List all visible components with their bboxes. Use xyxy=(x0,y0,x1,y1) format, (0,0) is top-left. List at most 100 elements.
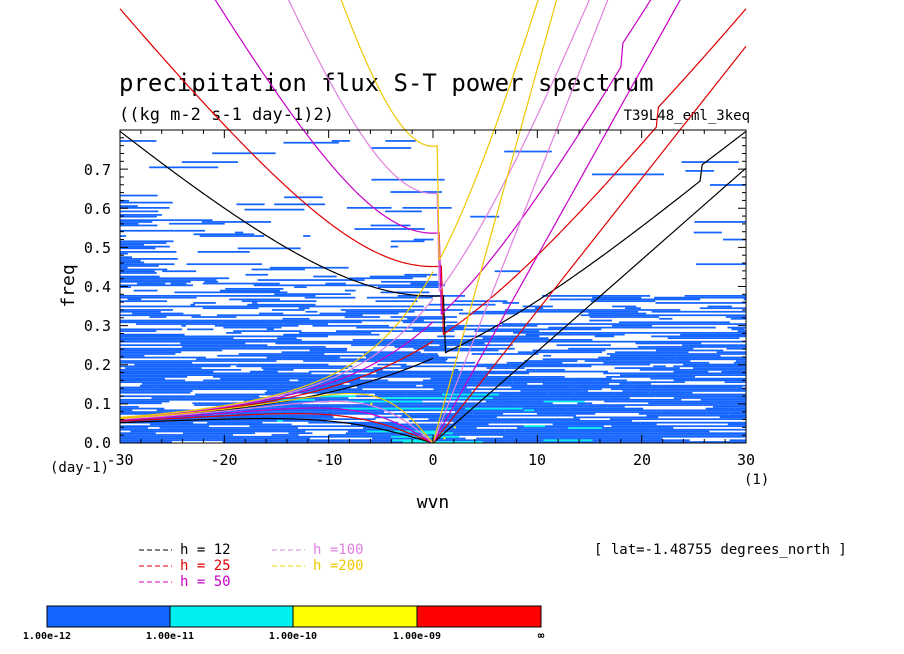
spectrum-cell xyxy=(721,384,746,387)
spectrum-cell xyxy=(696,263,746,266)
dispersion-curve-h200 xyxy=(432,0,558,444)
spectrum-cell xyxy=(319,312,364,315)
spectrum-cell xyxy=(452,344,465,347)
x-tick-label: 30 xyxy=(737,451,755,469)
spectrum-cell xyxy=(249,425,302,428)
spectrum-cell xyxy=(149,316,167,318)
spectrum-cell xyxy=(700,398,746,401)
spectrum-cell xyxy=(241,300,317,303)
spectrum-cell xyxy=(188,420,235,422)
spectrum-cell xyxy=(630,386,693,389)
spectrum-cell xyxy=(513,421,525,424)
y-unit-label: (day-1) xyxy=(50,460,109,476)
y-tick-label: 0.1 xyxy=(84,395,111,413)
spectrum-cell xyxy=(637,439,690,442)
spectrum-cell xyxy=(603,361,653,364)
spectrum-cell xyxy=(602,409,657,412)
spectrum-cell xyxy=(120,337,180,340)
spectrum-cell xyxy=(261,360,277,362)
spectrum-cell xyxy=(510,363,579,366)
dispersion-curve-h100 xyxy=(432,0,609,444)
spectrum-cell xyxy=(323,363,329,366)
spectrum-cell xyxy=(134,363,173,366)
spectrum-cell xyxy=(615,331,667,334)
y-tick-label: 0.4 xyxy=(84,278,111,296)
spectrum-cell xyxy=(294,286,307,288)
spectrum-cell xyxy=(706,411,746,413)
spectrum-cell xyxy=(120,261,145,264)
spectrum-cell xyxy=(504,402,553,405)
spectrum-cell xyxy=(426,353,438,355)
spectrum-cell xyxy=(476,363,481,366)
spectrum-cell xyxy=(301,425,312,428)
spectrum-cell xyxy=(563,418,581,421)
spectrum-cell xyxy=(181,346,257,348)
spectrum-cell xyxy=(212,416,278,419)
dispersion-curve-h12 xyxy=(432,167,747,444)
spectrum-cell xyxy=(693,231,722,234)
spectrum-cell xyxy=(659,317,673,320)
spectrum-cell xyxy=(288,432,313,435)
spectrum-cell xyxy=(270,407,288,410)
spectrum-cell xyxy=(246,428,311,431)
spectrum-cell xyxy=(602,421,641,424)
spectrum-cell xyxy=(120,277,182,280)
spectrum-cell xyxy=(150,390,193,392)
spectrum-cell xyxy=(298,391,336,394)
spectrum-cell xyxy=(344,289,356,292)
spectrum-cell xyxy=(127,298,142,301)
spectrum-cell xyxy=(587,370,600,373)
spectrum-cell xyxy=(734,335,746,338)
spectrum-cell xyxy=(120,268,168,271)
spectrum-cell xyxy=(580,314,651,317)
spectrum-cell xyxy=(739,412,746,415)
spectrum-cell xyxy=(710,331,746,334)
spectrum-cell xyxy=(197,402,268,405)
spectrum-cell xyxy=(589,319,612,322)
spectrum-cell xyxy=(511,386,572,389)
spectrum-cell xyxy=(504,428,523,431)
spectrum-cell xyxy=(400,354,439,357)
spectrum-cell xyxy=(280,381,324,384)
colorbar-label: 1.00e-12 xyxy=(23,631,71,642)
spectrum-cell xyxy=(146,435,170,438)
spectrum-cell xyxy=(716,358,746,361)
spectrum-cell xyxy=(203,379,221,382)
spectrum-cell xyxy=(231,421,246,424)
dispersion-curve-h12 xyxy=(119,417,434,444)
spectrum-cell xyxy=(375,300,418,303)
spectrum-cell xyxy=(373,367,410,369)
spectrum-cell xyxy=(410,407,454,410)
spectrum-cell xyxy=(604,400,623,403)
spectrum-cell xyxy=(310,388,363,391)
spectrum-cell xyxy=(120,398,172,401)
spectrum-cell xyxy=(120,386,155,389)
spectrum-cell xyxy=(497,400,544,403)
spectrum-cell xyxy=(411,309,464,311)
spectrum-cell xyxy=(441,428,505,431)
spectrum-cell xyxy=(283,141,339,144)
spectrum-cell xyxy=(524,360,578,362)
spectrum-cell xyxy=(200,428,247,431)
chart-subtitle: ((kg m-2 s-1 day-1)2) xyxy=(119,105,334,125)
spectrum-cell xyxy=(193,302,216,304)
spectrum-cell xyxy=(318,340,365,343)
spectrum-cell xyxy=(264,388,311,391)
spectrum-cell xyxy=(310,428,360,431)
spectrum-cell xyxy=(156,314,201,317)
spectrum-cell xyxy=(454,300,508,303)
spectrum-cell xyxy=(654,351,689,354)
spectrum-cell xyxy=(308,418,376,421)
spectrum-cell xyxy=(120,256,132,259)
spectrum-cell xyxy=(120,240,174,243)
spectrum-cell xyxy=(721,370,746,373)
spectrum-cell xyxy=(562,434,623,436)
spectrum-cell xyxy=(245,404,298,406)
spectrum-cell xyxy=(705,407,730,410)
spectrum-cell xyxy=(386,374,421,376)
spectrum-cell xyxy=(477,379,509,382)
spectrum-cell xyxy=(638,412,708,415)
chart-title: precipitation flux S-T power spectrum xyxy=(119,69,654,97)
spectrum-cell xyxy=(660,435,730,438)
